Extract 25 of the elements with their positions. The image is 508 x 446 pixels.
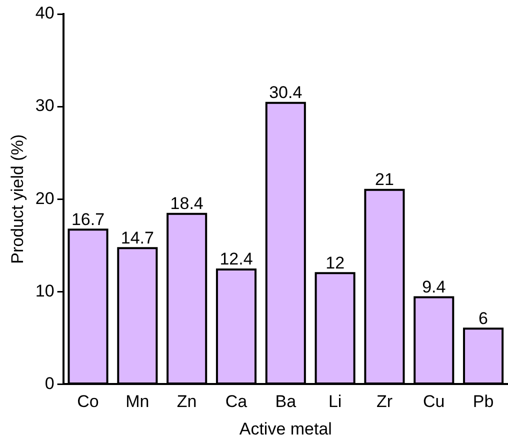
x-tick-label: Zn xyxy=(176,392,197,412)
data-label: 30.4 xyxy=(269,83,302,102)
y-tick-label: 40 xyxy=(35,4,54,23)
x-tick-label: Li xyxy=(328,392,342,412)
x-tick-label: Co xyxy=(77,392,99,412)
x-axis-title: Active metal xyxy=(239,419,332,438)
data-label: 18.4 xyxy=(170,194,204,214)
data-label: 14.7 xyxy=(120,228,154,248)
x-tick-label: Ca xyxy=(225,392,248,412)
data-label: 12.4 xyxy=(220,250,253,269)
data-label: 21 xyxy=(375,170,394,190)
x-tick-label: Ba xyxy=(275,392,297,412)
x-tick-label: Mn xyxy=(126,392,150,412)
y-tick-label: 20 xyxy=(35,188,54,208)
y-tick-label: 30 xyxy=(35,96,54,116)
data-label: 6 xyxy=(478,308,488,328)
data-label: 9.4 xyxy=(422,277,446,296)
y-axis-title: Product yield (%) xyxy=(8,134,27,264)
data-label: 16.7 xyxy=(71,210,105,229)
y-tick-label: 10 xyxy=(35,281,54,300)
x-tick-label: Cu xyxy=(423,392,445,412)
data-label: 12 xyxy=(326,253,345,272)
x-tick-label: Pb xyxy=(472,392,494,412)
x-tick-label: Zr xyxy=(376,392,393,412)
y-tick-label: 0 xyxy=(44,374,54,393)
